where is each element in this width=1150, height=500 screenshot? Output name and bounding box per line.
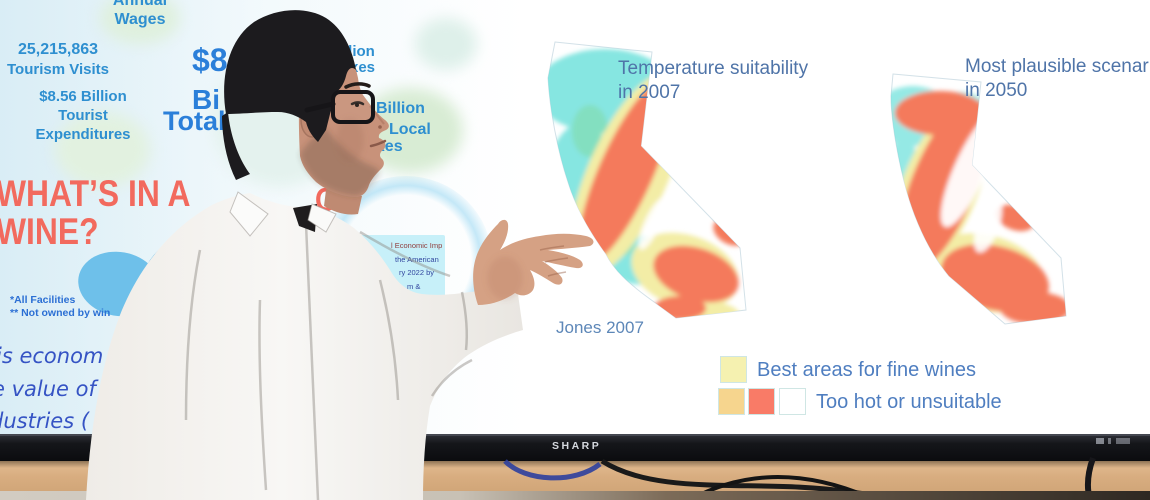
palm-shadow [487,256,523,300]
map-2007-title: Temperature suitability in 2007 [618,57,808,105]
presenter-hair [224,10,356,142]
slide-map-blob [55,112,150,187]
eyebrow [344,82,371,89]
stat-total-frag3: Total [163,106,226,136]
presenter-hair-nape [222,112,250,180]
stat-frag-local: Local [389,121,431,138]
map-2050-title-line1: Most plausible scenario [965,56,1150,77]
shirt-collar-right [307,203,337,233]
stat-tourist-label2: Expenditures [35,126,131,143]
map-california-2050 [890,73,1067,325]
legend-swatch-yellow [720,356,747,383]
stat-tourism-value: 25,215,863 [17,41,99,58]
eye [350,101,365,106]
stat-tourist-value: $8.56 Billion [39,88,127,105]
slide-headline-line1: WHAT’S IN A [0,173,191,214]
citation-line: the American [395,254,439,264]
stat-total-frag1: $8 [192,42,228,78]
stat-annual-wages-line2: Wages [114,11,166,28]
glasses-icon [331,90,375,124]
stat-tourist-label1: Tourist [58,107,108,124]
stubble-shading [300,128,380,196]
stat-annual-wages-line1: Annual [112,0,168,9]
map-2007-title-line1: Temperature suitability [618,58,809,79]
map-2050-title-line2: in 2050 [965,80,1028,101]
tv-indicator-lights [1096,438,1140,444]
legend-label-too-hot: Too hot or unsuitable [816,391,1002,413]
map-2050-title: Most plausible scenario in 2050 [965,55,1150,103]
slide-map-blob [415,18,477,70]
presenter-shirt [86,193,523,500]
shirt-wrinkles [184,223,473,500]
stat-total-frag2: Bi [192,84,220,115]
hand-creases [539,245,569,277]
citation-line: l Economic Imp [391,241,443,250]
slide-headline-line2: WINE? [0,211,99,252]
slide-quote-line2: e value of [0,377,96,401]
tv-shadow [0,461,1150,468]
slide-quote-line3: dustries ( [0,409,90,433]
mouth-line [369,139,387,148]
legend-label-best-areas: Best areas for fine wines [757,359,976,381]
stat-frag-billion: Billion [376,100,425,117]
stat-tourist-expenditures: $8.56 Billion Tourist Expenditures [31,87,135,144]
cheek-shadow [336,118,364,162]
map-california-2007 [547,41,747,319]
shirt-collar-left [229,191,269,237]
table-edge [0,491,1150,500]
presenter-hand [473,219,594,305]
blue-cable [503,459,602,481]
tv-bezel-highlight [0,434,1150,436]
map-2007-source: Jones 2007 [556,318,644,337]
slide-quote-line1: is econom [0,344,104,368]
tv-brand-logo: SHARP [552,440,602,452]
citation-line: ry 2022 by [399,268,435,277]
slide-footnote1: *All Facilities [10,294,76,306]
stat-tourism-visits: 25,215,863 Tourism Visits [6,40,110,80]
legend-swatch-tan [718,388,745,415]
legend-swatch-white [779,388,806,415]
slide-map-blob [100,0,180,44]
citation-line: m & [407,281,421,291]
nostril [378,125,382,129]
slide-footnote2: ** Not owned by win [10,307,111,319]
legend-swatch-red [748,388,775,415]
pupil [355,103,359,107]
glasses-temple [304,101,336,113]
stat-annual-wages: Annual Wages [103,0,177,29]
map-2007-title-line2: in 2007 [618,82,681,103]
stat-tourism-label: Tourism Visits [7,61,109,78]
